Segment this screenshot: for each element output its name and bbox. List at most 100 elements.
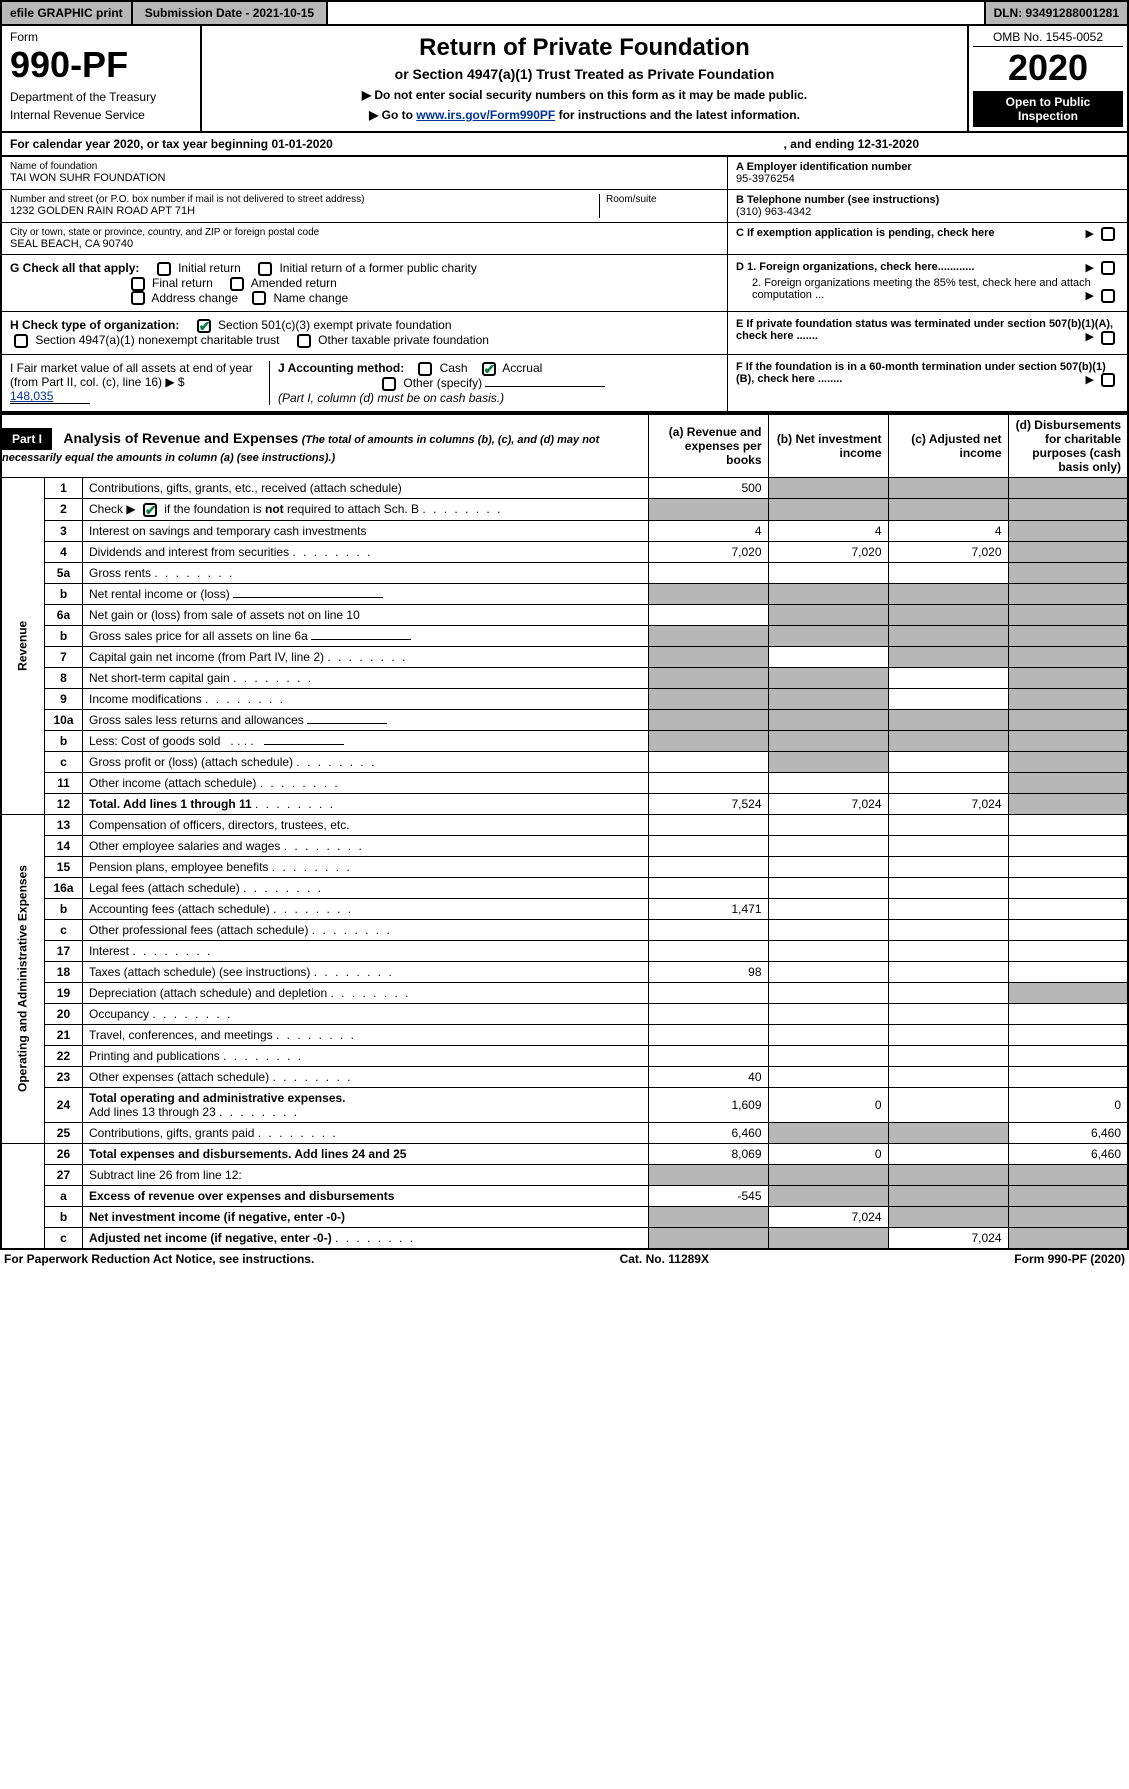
r9-num: 9 xyxy=(44,688,82,709)
dln: DLN: 93491288001281 xyxy=(984,2,1127,24)
r2-post: if the foundation is not required to att… xyxy=(164,502,419,516)
r10c-num: c xyxy=(44,751,82,772)
h-4947-checkbox[interactable] xyxy=(14,334,28,348)
r27c-c: 7,024 xyxy=(888,1227,1008,1249)
r22-d xyxy=(1008,1045,1128,1066)
r15-num: 15 xyxy=(44,856,82,877)
f-checkbox[interactable] xyxy=(1101,373,1115,387)
row-27a: a Excess of revenue over expenses and di… xyxy=(1,1185,1128,1206)
j-other-checkbox[interactable] xyxy=(382,377,396,391)
r27-desc: Subtract line 26 from line 12: xyxy=(82,1164,648,1185)
g-name-checkbox[interactable] xyxy=(252,291,266,305)
i-value-link[interactable]: 148,035 xyxy=(10,389,90,404)
g-address-checkbox[interactable] xyxy=(131,291,145,305)
r14-desc-text: Other employee salaries and wages xyxy=(89,839,280,853)
r18-d xyxy=(1008,961,1128,982)
r26-d: 6,460 xyxy=(1008,1143,1128,1164)
r22-num: 22 xyxy=(44,1045,82,1066)
r13-desc: Compensation of officers, directors, tru… xyxy=(82,814,648,835)
r10c-desc-text: Gross profit or (loss) (attach schedule) xyxy=(89,755,293,769)
r27a-desc: Excess of revenue over expenses and disb… xyxy=(82,1185,648,1206)
r5b-desc: Net rental income or (loss) xyxy=(82,583,648,604)
h-label: H Check type of organization: xyxy=(10,318,179,332)
r17-num: 17 xyxy=(44,940,82,961)
r8-desc-text: Net short-term capital gain xyxy=(89,671,230,685)
part1-title: Analysis of Revenue and Expenses xyxy=(63,430,298,446)
r10a-a xyxy=(648,709,768,730)
r27-b xyxy=(768,1164,888,1185)
r20-num: 20 xyxy=(44,1003,82,1024)
r25-desc-text: Contributions, gifts, grants paid xyxy=(89,1126,254,1140)
r4-a: 7,020 xyxy=(648,541,768,562)
form-title: Return of Private Foundation xyxy=(210,34,959,62)
r24-desc: Total operating and administrative expen… xyxy=(82,1087,648,1122)
row-8: 8 Net short-term capital gain xyxy=(1,667,1128,688)
form-subtitle: or Section 4947(a)(1) Trust Treated as P… xyxy=(210,66,959,82)
r13-d xyxy=(1008,814,1128,835)
d1-checkbox[interactable] xyxy=(1101,261,1115,275)
r8-desc: Net short-term capital gain xyxy=(82,667,648,688)
h-501c3-checkbox[interactable] xyxy=(197,319,211,333)
city-cell: City or town, state or province, country… xyxy=(2,223,727,255)
goto-note: ▶ Go to www.irs.gov/Form990PF for instru… xyxy=(210,108,959,122)
r6b-d xyxy=(1008,625,1128,646)
row-6b: b Gross sales price for all assets on li… xyxy=(1,625,1128,646)
d2-checkbox[interactable] xyxy=(1101,289,1115,303)
j-accrual-checkbox[interactable] xyxy=(482,362,496,376)
r25-c xyxy=(888,1122,1008,1143)
r13-a xyxy=(648,814,768,835)
h-other-checkbox[interactable] xyxy=(297,334,311,348)
form-top: Form 990-PF Department of the Treasury I… xyxy=(0,26,1129,133)
r14-b xyxy=(768,835,888,856)
r23-desc: Other expenses (attach schedule) xyxy=(82,1066,648,1087)
r21-b xyxy=(768,1024,888,1045)
r10b-num: b xyxy=(44,730,82,751)
row-2: 2 Check ▶ if the foundation is not requi… xyxy=(1,498,1128,520)
r20-c xyxy=(888,1003,1008,1024)
r9-d xyxy=(1008,688,1128,709)
row-15: 15 Pension plans, employee benefits xyxy=(1,856,1128,877)
r26-b: 0 xyxy=(768,1143,888,1164)
address-label: Number and street (or P.O. box number if… xyxy=(10,194,599,205)
part1-table: Part I Analysis of Revenue and Expenses … xyxy=(0,413,1129,1250)
h-opt2: Section 4947(a)(1) nonexempt charitable … xyxy=(35,333,279,347)
form-label: Form xyxy=(10,30,192,44)
g-amended-checkbox[interactable] xyxy=(230,277,244,291)
g-final-checkbox[interactable] xyxy=(131,277,145,291)
r4-desc-text: Dividends and interest from securities xyxy=(89,545,289,559)
e-checkbox[interactable] xyxy=(1101,331,1115,345)
c-checkbox[interactable] xyxy=(1101,227,1115,241)
r6a-d xyxy=(1008,604,1128,625)
r24-d: 0 xyxy=(1008,1087,1128,1122)
city-value: SEAL BEACH, CA 90740 xyxy=(10,238,719,250)
r22-b xyxy=(768,1045,888,1066)
g-initial-checkbox[interactable] xyxy=(157,262,171,276)
form990pf-link[interactable]: www.irs.gov/Form990PF xyxy=(416,108,555,122)
g-opt-3: Amended return xyxy=(251,276,337,290)
r4-c: 7,020 xyxy=(888,541,1008,562)
r12-num: 12 xyxy=(44,793,82,814)
j-cash-checkbox[interactable] xyxy=(418,362,432,376)
r15-b xyxy=(768,856,888,877)
r10c-d xyxy=(1008,751,1128,772)
c-label: C If exemption application is pending, c… xyxy=(736,227,995,239)
calyear-end: , and ending 12-31-2020 xyxy=(784,137,919,151)
r16a-b xyxy=(768,877,888,898)
r11-c xyxy=(888,772,1008,793)
f-label: F If the foundation is in a 60-month ter… xyxy=(736,361,1106,385)
r2-checkbox[interactable] xyxy=(143,503,157,517)
r27-d xyxy=(1008,1164,1128,1185)
r10a-num: 10a xyxy=(44,709,82,730)
row-13: Operating and Administrative Expenses 13… xyxy=(1,814,1128,835)
r2-num: 2 xyxy=(44,498,82,520)
r18-desc: Taxes (attach schedule) (see instruction… xyxy=(82,961,648,982)
address-value: 1232 GOLDEN RAIN ROAD APT 71H xyxy=(10,205,599,217)
row-22: 22 Printing and publications xyxy=(1,1045,1128,1066)
r17-a xyxy=(648,940,768,961)
r12-desc: Total. Add lines 1 through 11 xyxy=(82,793,648,814)
g-initial-public-checkbox[interactable] xyxy=(258,262,272,276)
row-16a: 16a Legal fees (attach schedule) xyxy=(1,877,1128,898)
r3-c: 4 xyxy=(888,520,1008,541)
r2-d xyxy=(1008,498,1128,520)
r22-desc-text: Printing and publications xyxy=(89,1049,220,1063)
